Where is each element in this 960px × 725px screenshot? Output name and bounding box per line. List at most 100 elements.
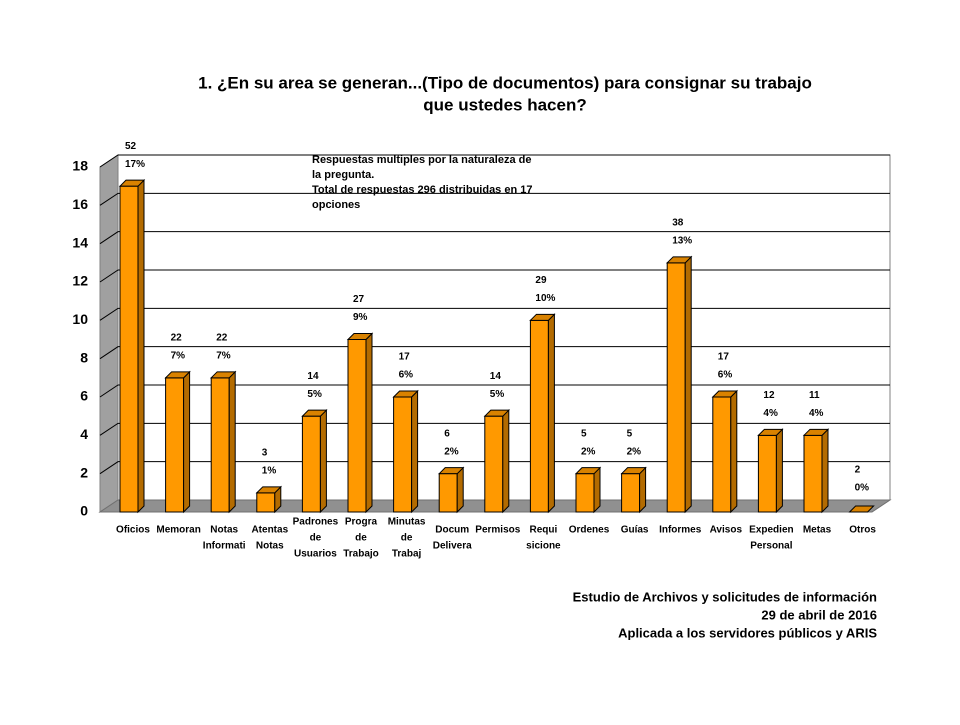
x-tick-label: de — [355, 533, 367, 544]
count-label: 29 — [535, 275, 547, 286]
x-tick-label: Delivera — [433, 541, 472, 552]
x-tick-label: sicione — [526, 541, 561, 552]
value-label: 17% — [125, 159, 145, 170]
x-tick-label: Notas — [210, 525, 238, 536]
x-tick-label: Trabaj — [392, 549, 422, 560]
x-tick-label: Atentas — [251, 525, 288, 536]
x-tick-label: Usuarios — [294, 549, 337, 560]
bar — [483, 408, 511, 514]
x-tick-label: de — [401, 533, 413, 544]
count-label: 38 — [672, 217, 684, 228]
chart-title: 1. ¿En su area se generan...(Tipo de doc… — [198, 73, 812, 92]
x-tick-label: Oficios — [116, 525, 150, 536]
bar — [848, 505, 875, 513]
value-label: 0% — [855, 483, 870, 494]
bar — [346, 332, 374, 514]
x-tick-label: Permisos — [475, 525, 520, 536]
count-label: 6 — [444, 428, 450, 439]
y-tick-label: 8 — [80, 349, 88, 365]
annotation: opciones — [312, 199, 360, 211]
side-wall — [99, 154, 119, 513]
grid-line — [99, 346, 890, 360]
footer: 29 de abril de 2016 — [761, 607, 877, 622]
grid-line — [99, 422, 890, 436]
grid-line — [99, 384, 890, 398]
count-label: 14 — [307, 371, 319, 382]
count-label: 11 — [809, 390, 820, 401]
x-tick-label: Avisos — [710, 525, 743, 536]
value-label: 2% — [627, 446, 642, 457]
count-label: 5 — [627, 428, 633, 439]
count-label: 22 — [216, 332, 228, 343]
bar — [529, 313, 556, 514]
bar — [209, 370, 237, 514]
value-label: 5% — [490, 389, 505, 400]
x-tick-label: Metas — [803, 525, 832, 536]
value-label: 13% — [672, 235, 692, 246]
value-label: 9% — [353, 312, 368, 323]
bar — [301, 408, 328, 514]
grid-line — [99, 231, 890, 245]
count-label: 14 — [490, 371, 502, 382]
y-tick-label: 2 — [80, 464, 88, 480]
x-tick-label: Minutas — [388, 517, 426, 528]
x-tick-label: Ordenes — [569, 525, 610, 536]
grid-line — [99, 461, 890, 475]
count-label: 27 — [353, 294, 365, 305]
x-tick-label: Personal — [750, 541, 792, 552]
value-label: 6% — [399, 370, 414, 381]
chart-title: que ustedes hacen? — [423, 95, 586, 114]
bar — [574, 466, 602, 514]
count-label: 12 — [763, 390, 775, 401]
grid-line — [99, 269, 890, 283]
y-tick-label: 16 — [72, 196, 88, 212]
x-tick-label: Progra — [345, 517, 378, 528]
footer: Aplicada a los servidores públicos y ARI… — [618, 625, 877, 640]
count-label: 2 — [855, 465, 861, 476]
bar — [802, 428, 830, 514]
count-label: 17 — [399, 352, 411, 363]
count-label: 17 — [718, 352, 730, 363]
x-tick-label: Requi — [530, 525, 558, 536]
value-label: 7% — [216, 350, 231, 361]
value-label: 4% — [809, 408, 824, 419]
y-tick-label: 6 — [80, 388, 88, 404]
value-label: 10% — [535, 293, 555, 304]
x-tick-label: Otros — [849, 525, 876, 536]
x-tick-label: Informati — [203, 541, 246, 552]
count-label: 52 — [125, 141, 137, 152]
bar — [711, 389, 739, 514]
footer: Estudio de Archivos y solicitudes de inf… — [573, 589, 877, 604]
bar — [620, 466, 647, 514]
bar — [164, 370, 191, 514]
bar — [118, 178, 146, 514]
x-tick-label: Expedien — [749, 525, 793, 536]
y-tick-label: 0 — [80, 503, 88, 519]
value-label: 2% — [444, 446, 459, 457]
y-tick-label: 4 — [80, 426, 88, 442]
grid-line — [99, 154, 890, 168]
y-tick-label: 14 — [72, 234, 88, 250]
x-tick-label: Notas — [256, 541, 284, 552]
bar — [392, 389, 419, 514]
bar — [437, 466, 465, 514]
x-tick-label: Guías — [621, 525, 649, 536]
count-label: 5 — [581, 428, 587, 439]
x-tick-label: Padrones — [293, 517, 339, 528]
count-label: 22 — [171, 332, 183, 343]
value-label: 7% — [171, 350, 186, 361]
x-tick-label: Informes — [659, 525, 702, 536]
value-label: 6% — [718, 370, 733, 381]
x-tick-label: Trabajo — [343, 549, 379, 560]
grid-line — [99, 307, 890, 321]
value-label: 5% — [307, 389, 322, 400]
value-label: 4% — [763, 408, 778, 419]
annotation: Respuestas multiples por la naturaleza d… — [312, 154, 531, 166]
y-tick-label: 12 — [72, 273, 88, 289]
annotation: Total de respuestas 296 distribuidas en … — [312, 184, 533, 196]
value-label: 2% — [581, 446, 596, 457]
bar — [255, 485, 283, 514]
x-tick-label: Memoran — [156, 525, 200, 536]
x-tick-label: de — [310, 533, 322, 544]
y-tick-label: 18 — [72, 158, 88, 174]
